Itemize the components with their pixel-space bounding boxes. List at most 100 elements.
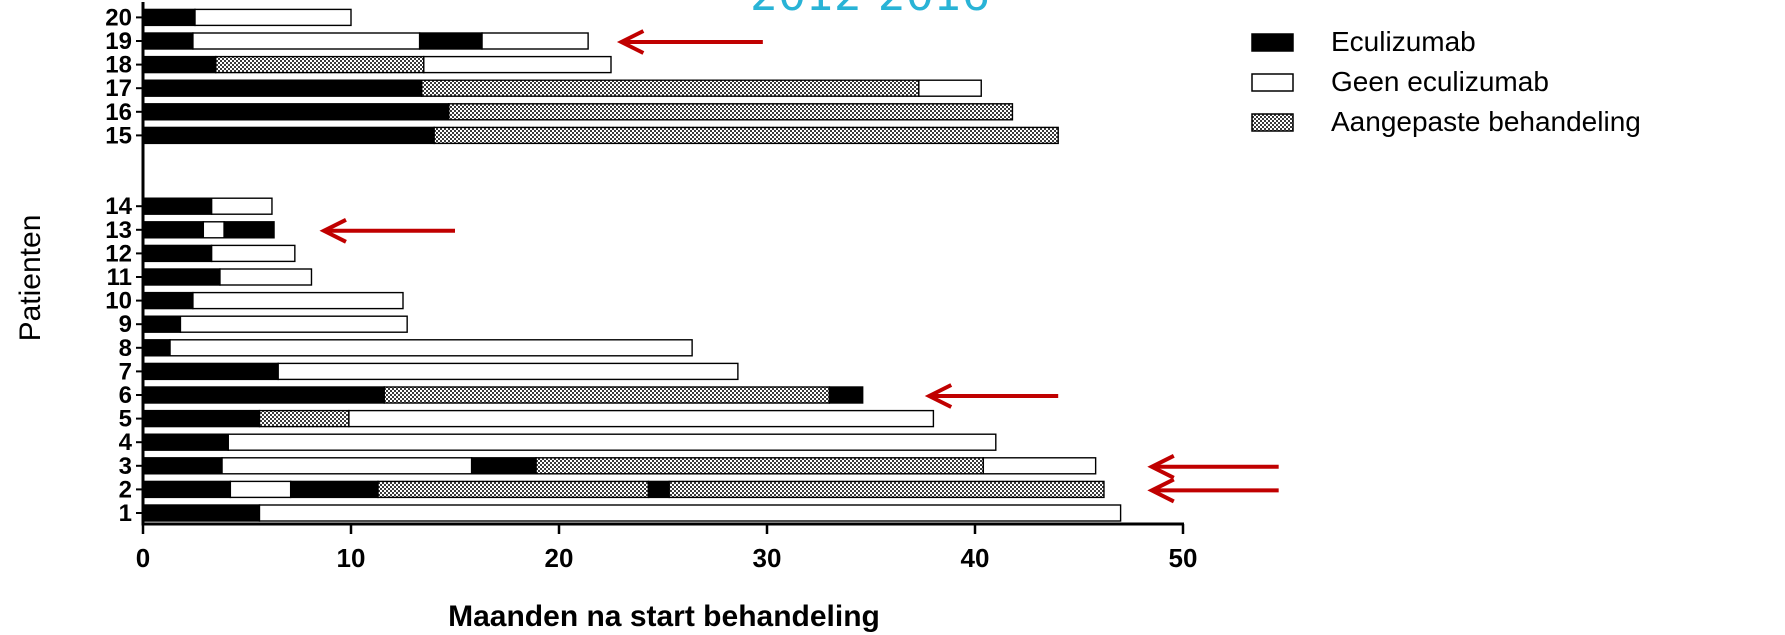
bar-segment-patient-20-1 [142, 8, 196, 27]
bar-segment-patient-18-1 [142, 55, 217, 74]
bar-segment-patient-10-2 [192, 291, 404, 310]
bar-segment-patient-19-2 [192, 32, 421, 50]
annotation-arrow [1147, 477, 1279, 504]
legend-label-ecu: Eculizumab [1331, 26, 1476, 57]
bar-segment-patient-2-3 [289, 480, 379, 499]
y-tick-label: 17 [105, 75, 132, 102]
y-tick-label: 1 [119, 500, 132, 527]
bar-segment-patient-12-1 [142, 244, 213, 263]
bar-segment-patient-15-1 [142, 126, 435, 145]
bar-segment-patient-9-1 [142, 315, 182, 333]
bar-segment-patient-2-2 [229, 480, 292, 499]
bar-segment-patient-19-3 [418, 32, 483, 50]
y-tick-label: 19 [105, 28, 132, 55]
bar-segment-patient-2-6 [668, 480, 1105, 499]
annotation-arrow [924, 383, 1059, 409]
bar-segment-patient-7-1 [142, 362, 279, 381]
annotation-arrow [616, 29, 763, 55]
bar-segment-patient-17-3 [918, 79, 982, 97]
bar-segment-patient-8-1 [142, 339, 171, 357]
bar-segment-patient-5-1 [142, 409, 261, 428]
legend-swatch-ecu [1251, 33, 1294, 52]
legend-swatch-aang [1251, 113, 1294, 132]
bar-segment-patient-5-3 [348, 409, 935, 428]
bar-segment-patient-15-2 [433, 126, 1059, 145]
bar-segment-patient-13-3 [223, 221, 275, 239]
bar-segment-patient-13-1 [142, 221, 205, 239]
bar-segment-patient-14-2 [210, 197, 273, 215]
bar-segment-patient-3-3 [470, 457, 537, 475]
bar-segment-patient-19-4 [481, 32, 589, 50]
bar-segment-patient-18-3 [423, 55, 612, 74]
annotation-arrow [1147, 454, 1279, 480]
y-axis-label: Patienten [14, 215, 47, 342]
annotation-arrows [319, 29, 1279, 504]
bar-segment-patient-20-2 [194, 8, 352, 27]
y-tick-label: 8 [119, 335, 132, 362]
y-tick-label: 12 [105, 240, 132, 267]
y-tick-label: 2 [119, 476, 132, 503]
x-tick-label: 40 [961, 543, 990, 573]
bar-segment-patient-19-1 [142, 32, 194, 50]
y-tick-label: 20 [105, 4, 132, 31]
bar-segment-patient-10-1 [142, 291, 194, 310]
y-tick-label: 10 [105, 288, 132, 315]
x-tick-label: 20 [545, 543, 574, 573]
legend-label-aang: Aangepaste behandeling [1331, 106, 1641, 137]
y-tick-label: 13 [105, 217, 132, 244]
y-tick-label: 9 [119, 311, 132, 338]
bar-segment-patient-8-2 [169, 339, 693, 357]
bar-segment-patient-5-2 [258, 409, 350, 428]
bar-segment-patient-6-1 [142, 386, 385, 404]
bar-segment-patient-11-2 [219, 268, 313, 286]
bar-segment-patient-16-1 [142, 103, 450, 121]
bar-segment-patient-6-2 [383, 386, 831, 404]
legend-label-geen: Geen eculizumab [1331, 66, 1549, 97]
bar-segment-patient-3-1 [142, 457, 223, 475]
x-ticks: 0 10 20 30 40 50 [136, 524, 1198, 573]
bar-segment-patient-4-1 [142, 433, 229, 451]
bar-segment-patient-2-1 [142, 480, 232, 499]
bar-segment-patient-3-4 [535, 457, 985, 475]
bar-segment-patient-13-2 [202, 221, 225, 239]
bar-segment-patient-3-2 [221, 457, 473, 475]
bar-segment-patient-4-2 [227, 433, 997, 451]
y-tick-label: 18 [105, 52, 132, 79]
y-tick-label: 5 [119, 406, 132, 433]
bar-segment-patient-11-1 [142, 268, 221, 286]
y-tick-label: 7 [119, 358, 132, 385]
legend-swatch-geen [1251, 73, 1294, 92]
bar-segment-patient-1-2 [258, 504, 1122, 522]
bar-segment-patient-7-2 [277, 362, 739, 381]
bar-segment-patient-17-2 [421, 79, 920, 97]
bar-segment-patient-12-2 [210, 244, 296, 263]
y-tick-label: 16 [105, 99, 132, 126]
x-tick-label: 10 [337, 543, 366, 573]
x-tick-label: 50 [1169, 543, 1198, 573]
bar-segment-patient-16-2 [448, 103, 1014, 121]
y-tick-label: 4 [119, 429, 133, 456]
y-tick-label: 11 [107, 264, 132, 291]
bar-segment-patient-3-5 [982, 457, 1097, 475]
y-tick-label: 14 [105, 193, 132, 220]
x-axis-label: Maanden na start behandeling [448, 600, 880, 633]
bar-segment-patient-18-2 [215, 55, 425, 74]
x-tick-label: 0 [136, 543, 150, 573]
y-tick-label: 3 [119, 453, 132, 480]
bar-segment-patient-2-5 [647, 480, 670, 499]
bars-group [142, 8, 1122, 522]
y-tick-label: 15 [105, 122, 132, 149]
x-tick-label: 30 [753, 543, 782, 573]
bar-segment-patient-17-1 [142, 79, 423, 97]
bar-segment-patient-6-3 [828, 386, 864, 404]
chart-title: 2012-2016 [750, 0, 990, 21]
bar-segment-patient-9-2 [179, 315, 408, 333]
legend: Eculizumab Geen eculizumab Aangepaste beha… [1251, 26, 1641, 137]
annotation-arrow [319, 218, 455, 244]
bar-segment-patient-14-1 [142, 197, 213, 215]
y-tick-label: 6 [119, 382, 132, 409]
bar-segment-patient-1-1 [142, 504, 261, 522]
bar-segment-patient-2-4 [377, 480, 650, 499]
